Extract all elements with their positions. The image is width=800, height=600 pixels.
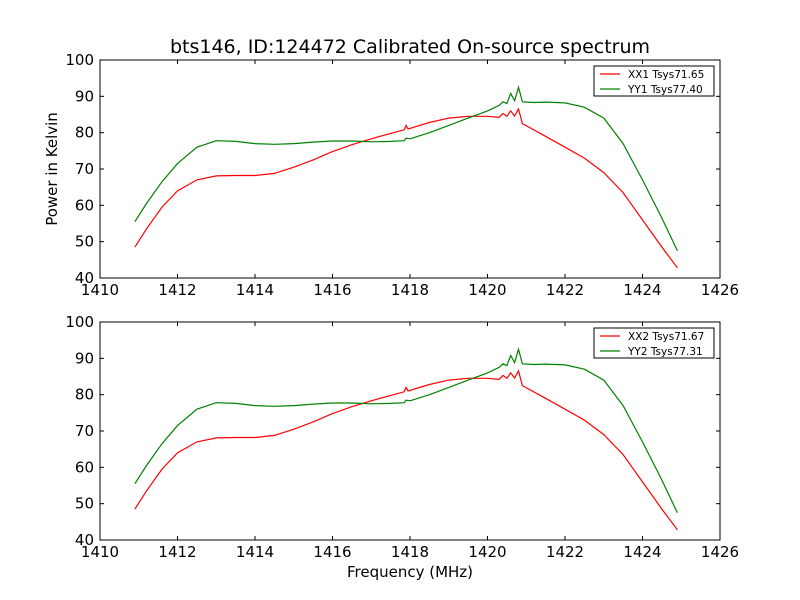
bottom-panel: 1410 1412 1414 1416 1418 1420 1422 1424 1426 40 50… <box>65 313 739 561</box>
x-axis-label: Frequency (MHz) <box>347 563 473 581</box>
x-tick-label: 1420 <box>468 281 506 299</box>
x-tick-label: 1410 <box>81 281 119 299</box>
x-tick-label: 1412 <box>158 543 196 561</box>
x-tick-label: 1426 <box>701 281 739 299</box>
legend-label: YY2 Tsys77.31 <box>627 346 703 358</box>
y-axis-label: Power in Kelvin <box>43 112 61 226</box>
legend-label: XX1 Tsys71.65 <box>628 69 704 81</box>
series-line-1 <box>134 107 678 269</box>
y-tick-label: 60 <box>75 196 94 214</box>
top-panel: 1410 1412 1414 1416 1418 1420 1422 1424 1426 40 50… <box>65 51 739 299</box>
series-line-2 <box>134 85 678 252</box>
x-tick-label: 1424 <box>623 543 661 561</box>
x-tick-label: 1414 <box>236 281 274 299</box>
y-tick-label: 40 <box>75 269 94 287</box>
y-tick-label: 80 <box>75 124 94 142</box>
x-tick-label: 1416 <box>313 543 351 561</box>
y-tick-label: 50 <box>75 233 94 251</box>
x-tick-label: 1418 <box>391 543 429 561</box>
legend: XX2 Tsys71.67 YY2 Tsys77.31 <box>593 327 715 359</box>
y-tick-label: 100 <box>65 51 94 69</box>
figure-title: bts146, ID:124472 Calibrated On-source s… <box>170 36 650 58</box>
x-tick-label: 1416 <box>313 281 351 299</box>
y-tick-label: 40 <box>75 531 94 549</box>
x-tick-label: 1410 <box>81 543 119 561</box>
y-tick-label: 50 <box>75 495 94 513</box>
y-tick-label: 90 <box>75 349 94 367</box>
x-tick-label: 1412 <box>158 281 196 299</box>
y-tick-label: 70 <box>75 160 94 178</box>
y-tick-label: 90 <box>75 87 94 105</box>
legend-box <box>593 327 715 359</box>
x-tick-label: 1422 <box>546 543 584 561</box>
x-tick-label: 1414 <box>236 543 274 561</box>
y-tick-label: 70 <box>75 422 94 440</box>
legend-label: XX2 Tsys71.67 <box>628 331 704 343</box>
x-tick-label: 1424 <box>623 281 661 299</box>
y-tick-label: 100 <box>65 313 94 331</box>
legend-box <box>593 65 715 97</box>
x-tick-label: 1422 <box>546 281 584 299</box>
legend: XX1 Tsys71.65 YY1 Tsys77.40 <box>593 65 715 97</box>
legend-label: YY1 Tsys77.40 <box>627 84 703 96</box>
y-tick-label: 80 <box>75 386 94 404</box>
x-tick-label: 1420 <box>468 543 506 561</box>
y-tick-label: 60 <box>75 458 94 476</box>
x-tick-label: 1426 <box>701 543 739 561</box>
x-tick-label: 1418 <box>391 281 429 299</box>
series-line-1 <box>134 369 678 531</box>
series-line-2 <box>134 347 678 514</box>
